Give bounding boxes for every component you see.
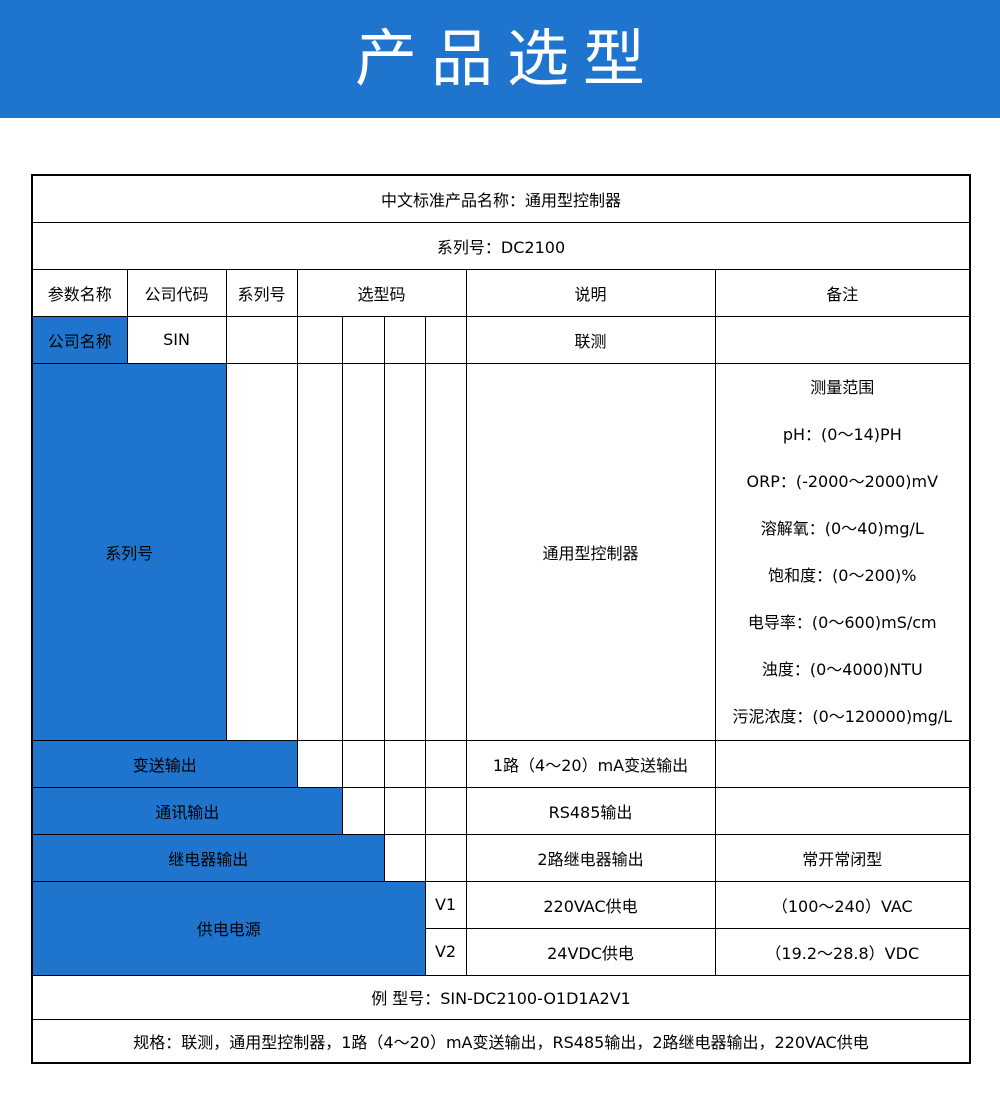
cell-series-description: 通用型控制器: [465, 362, 716, 741]
remark-line-conductivity: 电导率：(0～600)mS/cm: [747, 612, 937, 632]
table-footer-row-spec: 规格：联测，通用型控制器，1路（4～20）mA变送输出，RS485输出，2路继电…: [31, 1018, 971, 1064]
row-label-relay-output: 继电器输出: [31, 833, 385, 882]
cell-series-code-empty: [225, 315, 298, 364]
table-row: 变送输出 1路（4～20）mA变送输出: [31, 739, 971, 788]
cell-comm-description: RS485输出: [465, 786, 716, 835]
remark-line-sludge: 污泥浓度：(0～120000)mg/L: [732, 706, 953, 726]
table-row: 系列号 通用型控制器 测量范围 pH：(0～14)PH ORP：(-2000～2…: [31, 362, 971, 741]
cell-transmit-option-2: [341, 739, 385, 788]
cell-comm-option-4: [424, 786, 467, 835]
cell-series-option-3: [383, 362, 426, 741]
cell-relay-option-3: [383, 833, 426, 882]
cell-relay-description: 2路继电器输出: [465, 833, 716, 882]
remark-line-orp: ORP：(-2000～2000)mV: [746, 471, 939, 491]
cell-transmit-remark: [714, 739, 971, 788]
footer-example-model: 例 型号：SIN-DC2100-O1D1A2V1: [31, 974, 971, 1020]
row-label-power-supply: 供电电源: [31, 880, 426, 976]
header-remark: 备注: [714, 268, 971, 317]
cell-option-3-empty: [383, 315, 426, 364]
table-row: 继电器输出 2路继电器输出 常开常闭型: [31, 833, 971, 882]
cell-series-option-1: [296, 362, 343, 741]
remark-line-saturation: 饱和度：(0～200)%: [768, 565, 917, 585]
table-row: V2 24VDC供电 （19.2～28.8）VDC: [32, 927, 971, 976]
cell-power-code-v2: V2: [424, 927, 467, 976]
header-param-name: 参数名称: [31, 268, 128, 317]
remark-title: 测量范围: [810, 377, 875, 397]
cell-power-description-v1: 220VAC供电: [465, 880, 716, 929]
cell-series-option-4: [424, 362, 467, 741]
cell-relay-option-4: [424, 833, 467, 882]
row-label-comm-output: 通讯输出: [31, 786, 343, 835]
cell-company-remark: [714, 315, 971, 364]
series-number-title: 系列号：DC2100: [31, 221, 971, 270]
header-company-code: 公司代码: [126, 268, 227, 317]
cell-comm-option-2: [341, 786, 385, 835]
page-title: 产品选型: [354, 22, 659, 95]
product-selection-table: 中文标准产品名称：通用型控制器 系列号：DC2100 参数名称 公司代码 系列号…: [31, 174, 972, 1064]
header-description: 说明: [465, 268, 716, 317]
spec-table-container: 中文标准产品名称：通用型控制器 系列号：DC2100 参数名称 公司代码 系列号…: [0, 118, 1000, 1064]
cell-series-code-blank: [225, 362, 298, 741]
cell-company-code-value: SIN: [126, 315, 227, 364]
table-footer-row-model: 例 型号：SIN-DC2100-O1D1A2V1: [31, 974, 971, 1020]
table-row: 供电电源 V1 220VAC供电 （100～240）VAC: [31, 880, 971, 976]
transmit-description-text: 1路（4～20）mA变送输出: [492, 755, 689, 775]
cell-series-remark: 测量范围 pH：(0～14)PH ORP：(-2000～2000)mV 溶解氧：…: [714, 362, 971, 741]
cell-power-code-v1: V1: [424, 880, 467, 929]
cell-power-remark-v1: （100～240）VAC: [714, 880, 971, 929]
cell-transmit-option-4: [424, 739, 467, 788]
cell-transmit-option-3: [383, 739, 426, 788]
table-row: 通讯输出 RS485输出: [31, 786, 971, 835]
table-series-row: 系列号：DC2100: [31, 221, 971, 270]
cell-option-4-empty: [424, 315, 467, 364]
remark-line-do: 溶解氧：(0～40)mg/L: [760, 518, 924, 538]
row-label-transmit-output: 变送输出: [31, 739, 298, 788]
remark-line-turbidity: 浊度：(0～4000)NTU: [761, 659, 923, 679]
cell-company-description: 联测: [465, 315, 716, 364]
cell-series-option-2: [341, 362, 385, 741]
table-title-row: 中文标准产品名称：通用型控制器: [31, 174, 971, 223]
header-series-code: 系列号: [225, 268, 298, 317]
cell-option-1-empty: [296, 315, 343, 364]
row-label-company-name: 公司名称: [31, 315, 128, 364]
cell-comm-remark: [714, 786, 971, 835]
row-label-series-number: 系列号: [31, 362, 227, 741]
cell-transmit-description: 1路（4～20）mA变送输出: [465, 739, 716, 788]
table-row: 公司名称 SIN 联测: [31, 315, 971, 364]
product-name-title: 中文标准产品名称：通用型控制器: [31, 174, 971, 223]
cell-comm-option-3: [383, 786, 426, 835]
cell-power-remark-v2: （19.2～28.8）VDC: [714, 927, 971, 976]
table-header-row: 参数名称 公司代码 系列号 选型码 说明 备注: [31, 268, 971, 317]
cell-transmit-option-1: [296, 739, 343, 788]
header-option-code: 选型码: [296, 268, 467, 317]
remark-line-ph: pH：(0～14)PH: [782, 424, 902, 444]
footer-example-spec: 规格：联测，通用型控制器，1路（4～20）mA变送输出，RS485输出，2路继电…: [31, 1018, 971, 1064]
cell-relay-remark: 常开常闭型: [714, 833, 971, 882]
cell-power-description-v2: 24VDC供电: [465, 927, 716, 976]
cell-option-2-empty: [341, 315, 385, 364]
page-banner: 产品选型: [0, 0, 1000, 118]
